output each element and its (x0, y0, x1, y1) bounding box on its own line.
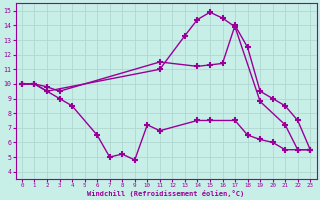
X-axis label: Windchill (Refroidissement éolien,°C): Windchill (Refroidissement éolien,°C) (87, 190, 245, 197)
